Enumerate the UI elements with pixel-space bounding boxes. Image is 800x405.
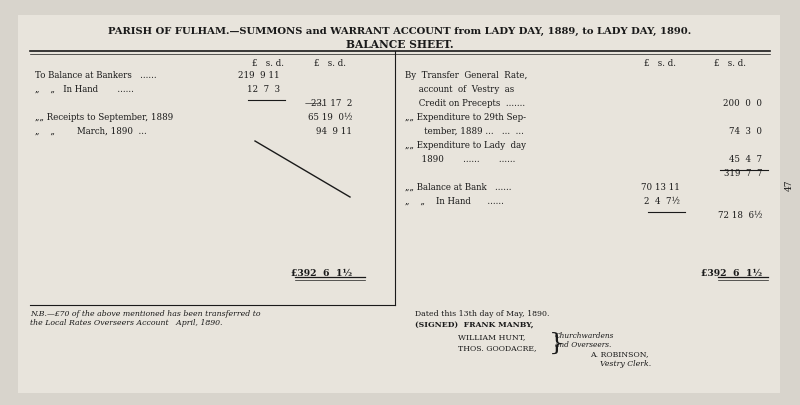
Text: „„ Expenditure to 29th Sep-: „„ Expenditure to 29th Sep- (405, 113, 526, 122)
Text: account  of  Vestry  as: account of Vestry as (405, 85, 514, 94)
Text: „„ Balance at Bank   ......: „„ Balance at Bank ...... (405, 183, 511, 192)
Text: 45  4  7: 45 4 7 (729, 155, 762, 164)
Text: £   s. d.: £ s. d. (252, 59, 284, 68)
Text: 70 13 11: 70 13 11 (641, 183, 680, 192)
Text: £392  6  1½: £392 6 1½ (291, 269, 352, 278)
Text: 12  7  3: 12 7 3 (247, 85, 280, 94)
Text: £   s. d.: £ s. d. (714, 59, 746, 68)
Text: „„ Receipts to September, 1889: „„ Receipts to September, 1889 (35, 113, 174, 122)
Text: „    „   In Hand       ......: „ „ In Hand ...... (35, 85, 134, 94)
Text: 200  0  0: 200 0 0 (723, 99, 762, 108)
Text: 74  3  0: 74 3 0 (729, 127, 762, 136)
Text: 65 19  0½: 65 19 0½ (307, 113, 352, 122)
Text: PARISH OF FULHAM.—SUMMONS and WARRANT ACCOUNT from LADY DAY, 1889, to LADY DAY, : PARISH OF FULHAM.—SUMMONS and WARRANT AC… (108, 27, 692, 36)
FancyBboxPatch shape (18, 15, 780, 393)
Text: (SIGNED)  FRANK MANBY,: (SIGNED) FRANK MANBY, (415, 322, 534, 330)
Text: ——.: ——. (305, 99, 325, 108)
Text: Dated this 13th day of May, 1890.: Dated this 13th day of May, 1890. (415, 310, 550, 318)
Text: 219  9 11: 219 9 11 (238, 71, 280, 80)
Text: 2  4  7½: 2 4 7½ (644, 197, 680, 206)
Text: 94  9 11: 94 9 11 (316, 127, 352, 136)
Text: 47: 47 (785, 179, 794, 191)
Text: By  Transfer  General  Rate,: By Transfer General Rate, (405, 71, 527, 80)
Text: WILLIAM HUNT,: WILLIAM HUNT, (458, 333, 526, 341)
Text: A. ROBINSON,: A. ROBINSON, (590, 350, 649, 358)
Text: „    „        March, 1890  ...: „ „ March, 1890 ... (35, 127, 146, 136)
Text: To Balance at Bankers   ......: To Balance at Bankers ...... (35, 71, 157, 80)
Text: £   s. d.: £ s. d. (314, 59, 346, 68)
Text: „„ Expenditure to Lady  day: „„ Expenditure to Lady day (405, 141, 526, 150)
Text: £392  6  1½: £392 6 1½ (701, 269, 762, 278)
Text: 72 18  6½: 72 18 6½ (718, 211, 762, 220)
Text: tember, 1889 ...   ...  ...: tember, 1889 ... ... ... (405, 127, 524, 136)
Text: Vestry Clerk.: Vestry Clerk. (600, 360, 651, 368)
Text: Churchwardens
and Overseers.: Churchwardens and Overseers. (555, 332, 614, 349)
Text: BALANCE SHEET.: BALANCE SHEET. (346, 39, 454, 50)
Text: N.B.—£70 of the above mentioned has been transferred to
the Local Rates Overseer: N.B.—£70 of the above mentioned has been… (30, 310, 261, 327)
Text: £   s. d.: £ s. d. (644, 59, 676, 68)
Text: „    „    In Hand      ......: „ „ In Hand ...... (405, 197, 504, 206)
Text: Credit on Precepts  .......: Credit on Precepts ....... (405, 99, 525, 108)
Text: }: } (549, 332, 565, 355)
Text: 319  7  7: 319 7 7 (723, 169, 762, 178)
Text: THOS. GOODACRE,: THOS. GOODACRE, (458, 344, 537, 352)
Text: 1890       ......       ......: 1890 ...... ...... (405, 155, 515, 164)
Text: 231 17  2: 231 17 2 (310, 99, 352, 108)
